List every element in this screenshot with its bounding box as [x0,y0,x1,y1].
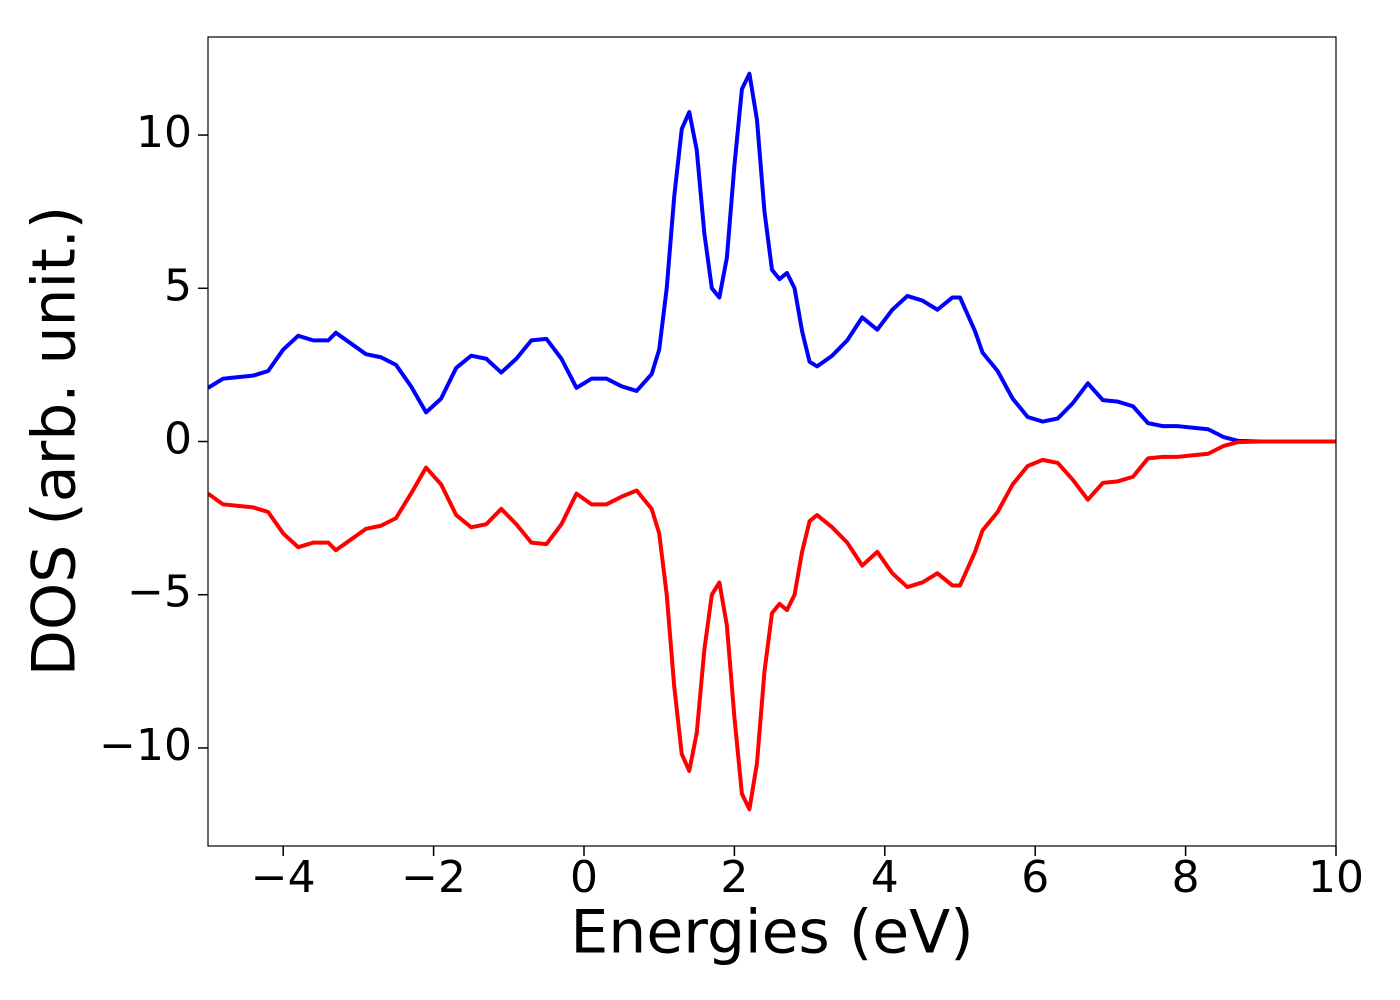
y-axis-label: DOS (arb. unit.) [20,206,90,676]
x-tick-label: 2 [720,852,748,903]
plot-frame [207,36,1337,847]
x-axis-label: Energies (eV) [570,898,973,968]
data-line [208,71,1336,444]
data-line [208,439,1336,812]
y-tick-label: −5 [127,567,192,618]
x-tick-label: −4 [251,852,316,903]
x-tick-label: −2 [401,852,466,903]
y-tick-label: 0 [164,414,192,465]
x-tick-label: 8 [1172,852,1200,903]
y-tick-label: 5 [164,260,192,311]
x-tick-label: 6 [1021,852,1049,903]
x-tick-label: 0 [570,852,598,903]
x-tick-label: 10 [1308,852,1364,903]
y-tick-label: 10 [136,107,192,158]
y-tick-label: −10 [99,720,192,771]
x-tick-label: 4 [871,852,899,903]
